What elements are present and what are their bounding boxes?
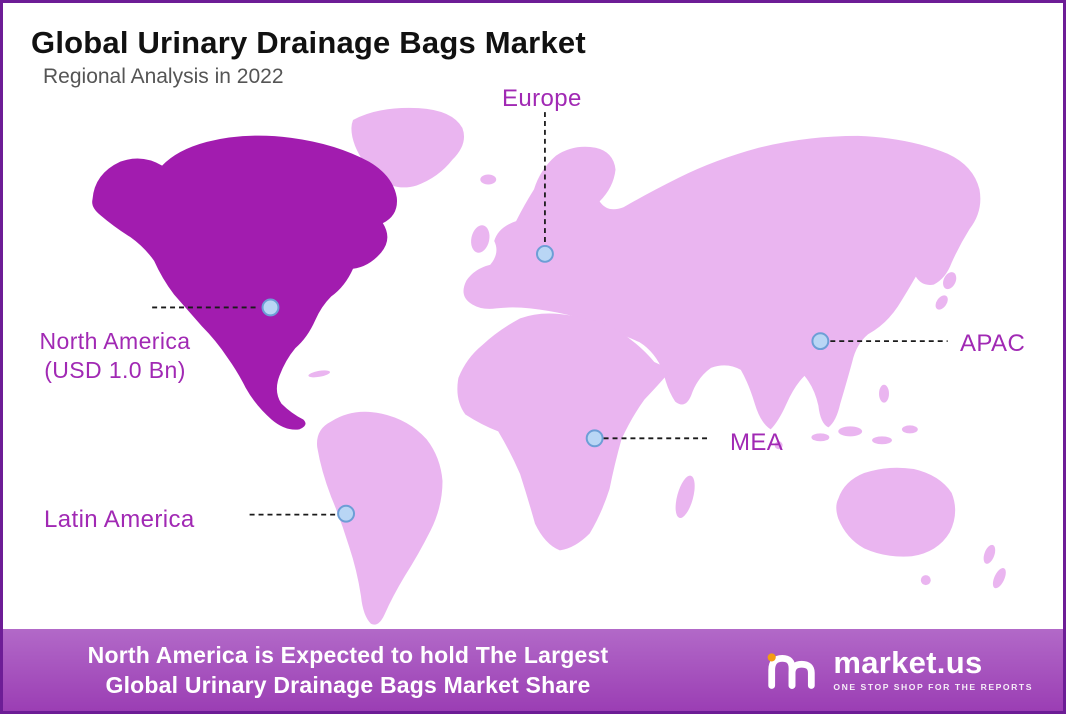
page-subtitle: Regional Analysis in 2022	[43, 65, 284, 88]
region-indonesia-4	[901, 425, 918, 434]
location-markers	[261, 244, 830, 523]
marker-latin-america	[337, 504, 356, 523]
label-mea: MEA	[730, 429, 784, 456]
brand-tagline: ONE STOP SHOP FOR THE REPORTS	[833, 682, 1033, 692]
region-eurasia	[463, 135, 981, 430]
region-caribbean	[308, 370, 330, 378]
region-north-america	[92, 135, 397, 430]
marker-apac	[811, 332, 830, 351]
region-iceland	[480, 174, 497, 185]
footer-message: North America is Expected to hold The La…	[3, 640, 693, 700]
region-japan	[943, 272, 957, 290]
leader-lines	[152, 112, 948, 516]
region-indonesia-3	[872, 436, 892, 445]
region-indonesia-1	[811, 433, 830, 442]
region-sri-lanka	[774, 441, 783, 450]
label-north-america-name: North America	[39, 328, 191, 354]
label-latin-america: Latin America	[44, 506, 195, 533]
region-uk	[471, 225, 490, 253]
region-indonesia-2	[838, 426, 863, 437]
header: Global Urinary Drainage Bags Market Regi…	[31, 25, 586, 89]
brand-text: market.us ONE STOP SHOP FOR THE REPORTS	[833, 645, 1033, 692]
footer-message-line1: North America is Expected to hold The La…	[87, 642, 609, 668]
region-japan-south	[935, 295, 948, 310]
label-north-america-value: (USD 1.0 Bn)	[44, 357, 186, 383]
region-new-zealand-south	[992, 568, 1006, 589]
region-africa	[457, 313, 672, 551]
brand-name: market.us	[833, 645, 983, 680]
footer-banner: North America is Expected to hold The La…	[3, 629, 1063, 711]
base-regions	[308, 107, 1006, 625]
region-south-america	[317, 411, 443, 625]
footer-message-line2: Global Urinary Drainage Bags Market Shar…	[105, 672, 591, 698]
marker-europe	[535, 244, 554, 263]
label-europe: Europe	[502, 85, 582, 112]
region-new-zealand-north	[983, 544, 996, 564]
region-australia	[836, 467, 956, 557]
marker-north-america	[261, 298, 280, 317]
label-apac: APAC	[960, 330, 1026, 357]
label-north-america: North America (USD 1.0 Bn)	[9, 327, 221, 385]
marker-mea	[585, 429, 604, 448]
world-map	[92, 107, 1006, 625]
region-tasmania	[920, 575, 931, 586]
region-greenland	[351, 107, 465, 188]
market-us-logo-icon	[767, 653, 816, 689]
page-title: Global Urinary Drainage Bags Market	[31, 25, 586, 60]
region-philippines	[879, 384, 889, 403]
region-madagascar	[675, 475, 695, 518]
logo-dot	[767, 653, 777, 662]
brand-block: market.us ONE STOP SHOP FOR THE REPORTS	[763, 646, 1033, 694]
